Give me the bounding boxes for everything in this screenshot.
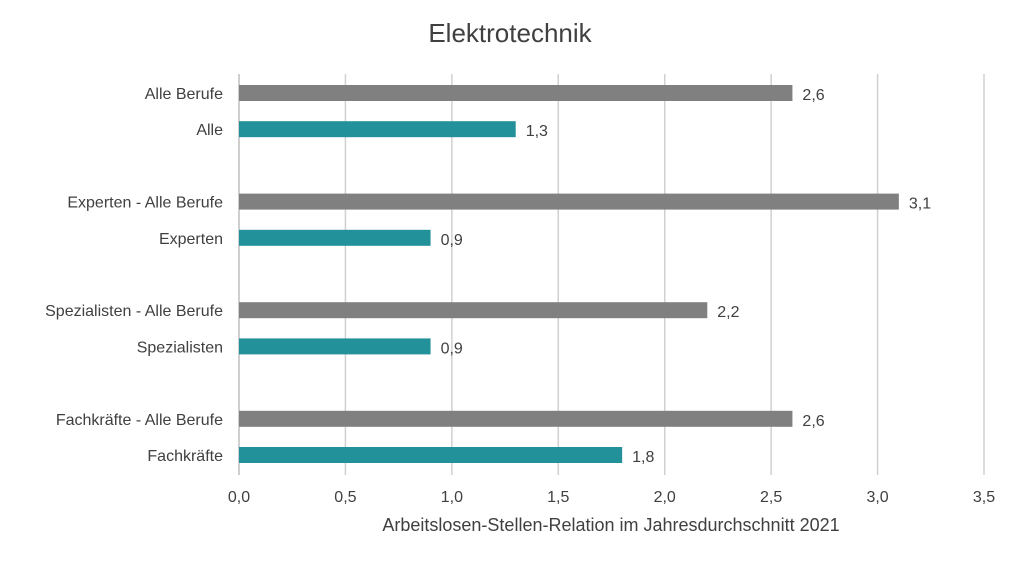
category-label: Spezialisten — [137, 339, 223, 356]
x-tick-label: 3,5 — [973, 489, 995, 506]
bar — [239, 410, 793, 427]
bars — [239, 85, 899, 463]
data-label: 3,1 — [909, 196, 931, 213]
category-label: Fachkräfte — [147, 448, 223, 465]
x-tick-label: 3,0 — [866, 489, 888, 506]
bar — [239, 302, 708, 319]
category-label: Alle Berufe — [145, 86, 223, 103]
data-label: 0,9 — [441, 232, 463, 249]
chart-title: Elektrotechnik — [428, 18, 592, 48]
category-label: Alle — [196, 122, 223, 139]
category-label: Experten — [159, 231, 223, 248]
x-tick-label: 1,5 — [547, 489, 569, 506]
bar — [239, 338, 431, 355]
x-tick-label: 0,5 — [334, 489, 356, 506]
data-label: 1,3 — [526, 123, 548, 140]
data-label: 1,8 — [632, 449, 654, 466]
category-label: Fachkräfte - Alle Berufe — [56, 412, 223, 429]
bar — [239, 229, 431, 246]
category-labels: Alle Berufe Alle Experten - Alle Berufe Exp… — [45, 86, 223, 465]
category-label: Experten - Alle Berufe — [67, 195, 223, 212]
x-tick-label: 0,0 — [228, 489, 250, 506]
data-label: 2,6 — [802, 87, 824, 104]
value-labels: 2,6 1,3 3,1 0,9 2,2 0,9 2,6 1,8 — [441, 87, 932, 466]
category-label: Spezialisten - Alle Berufe — [45, 303, 223, 320]
bar — [239, 121, 516, 138]
data-label: 2,6 — [802, 413, 824, 430]
bar — [239, 193, 899, 210]
data-label: 0,9 — [441, 340, 463, 357]
x-axis-label: Arbeitslosen-Stellen-Relation im Jahresd… — [382, 515, 839, 535]
x-tick-label: 2,5 — [760, 489, 782, 506]
data-label: 2,2 — [717, 304, 739, 321]
x-tick-label: 2,0 — [654, 489, 676, 506]
x-tick-label: 1,0 — [441, 489, 463, 506]
x-tick-labels: 0,0 0,5 1,0 1,5 2,0 2,5 3,0 3,5 — [228, 489, 995, 506]
bar — [239, 85, 793, 101]
gridlines — [238, 74, 985, 475]
bar — [239, 447, 623, 463]
